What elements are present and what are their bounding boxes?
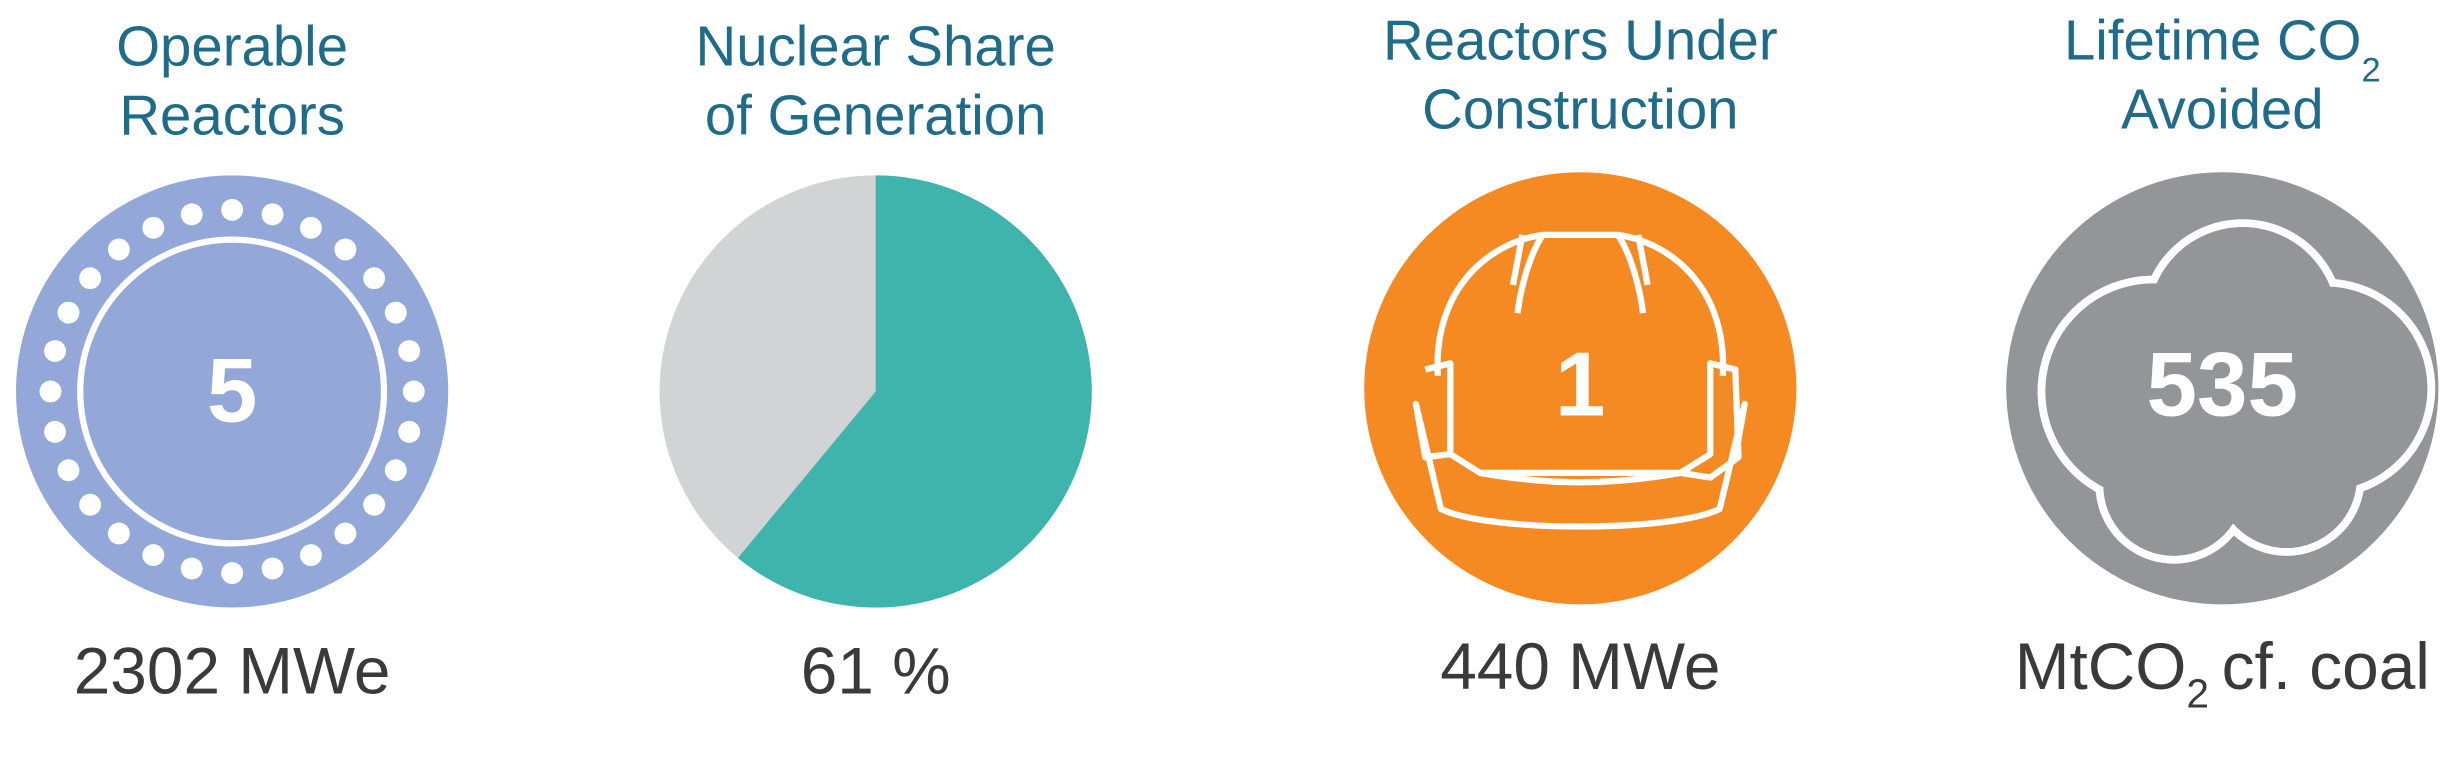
panel-title: of Generation: [705, 84, 1047, 147]
nuclear-share-panel: Nuclear Share of Generation 61 %: [659, 15, 1092, 708]
dot: [384, 301, 407, 324]
dot: [44, 340, 67, 363]
dot: [79, 267, 102, 290]
dot: [398, 340, 421, 363]
dot: [299, 544, 322, 567]
dot: [398, 420, 421, 443]
pie-slice: [737, 175, 1092, 608]
panel-caption: 440 MWe: [1440, 629, 1720, 703]
under-construction-panel: Reactors Under Construction 1 440 MWe: [1364, 9, 1797, 703]
dot: [39, 380, 62, 403]
dot: [142, 544, 165, 567]
badge-value: 535: [2147, 334, 2299, 435]
dot: [402, 380, 425, 403]
operable-reactors-panel: Operable Reactors 5 2302 MWe: [16, 15, 449, 708]
panel-title: Lifetime CO2: [2064, 9, 2381, 90]
cloud-fill: [2045, 227, 2428, 556]
caption-subscript: 2: [2186, 671, 2209, 717]
panel-title: Reactors Under: [1383, 9, 1778, 72]
dot: [57, 301, 80, 324]
co2-avoided-panel: Lifetime CO2 Avoided 535 MtCO2 cf. coal: [2006, 9, 2439, 717]
reactor-dots: [39, 198, 425, 585]
dot: [299, 216, 322, 239]
share-value: 61: [801, 634, 874, 708]
dot: [261, 203, 284, 226]
dot: [180, 557, 203, 580]
panel-title: Operable: [116, 15, 348, 78]
panel-caption: 2302 MWe: [74, 634, 391, 708]
caption-rest: cf. coal: [2222, 629, 2430, 703]
dot: [142, 216, 165, 239]
title-text: Lifetime CO: [2064, 9, 2362, 72]
dot: [221, 562, 244, 585]
dot: [261, 557, 284, 580]
panel-caption: 61 %: [801, 634, 951, 708]
dot: [107, 522, 130, 545]
dot: [363, 493, 386, 516]
helmet-icon: [1412, 231, 1748, 530]
dot: [334, 238, 357, 261]
dot: [334, 522, 357, 545]
badge-value: 5: [207, 341, 258, 442]
panel-title: Reactors: [119, 84, 345, 147]
inner-ring: [77, 236, 388, 547]
panel-title: Nuclear Share: [696, 15, 1056, 78]
share-unit: %: [892, 634, 950, 708]
dot: [363, 267, 386, 290]
dot: [107, 238, 130, 261]
title-subscript: 2: [2362, 51, 2381, 89]
dot: [180, 203, 203, 226]
panel-caption: MtCO2 cf. coal: [2015, 629, 2430, 717]
badge-value: 1: [1555, 334, 1606, 435]
dot: [44, 420, 67, 443]
dot: [79, 493, 102, 516]
caption-text: MtCO: [2015, 629, 2187, 703]
badge-circle: [1364, 172, 1797, 605]
dot: [57, 459, 80, 482]
panel-title: Construction: [1422, 77, 1738, 140]
dot: [221, 198, 244, 221]
panel-title: Avoided: [2121, 77, 2324, 140]
dot: [384, 459, 407, 482]
